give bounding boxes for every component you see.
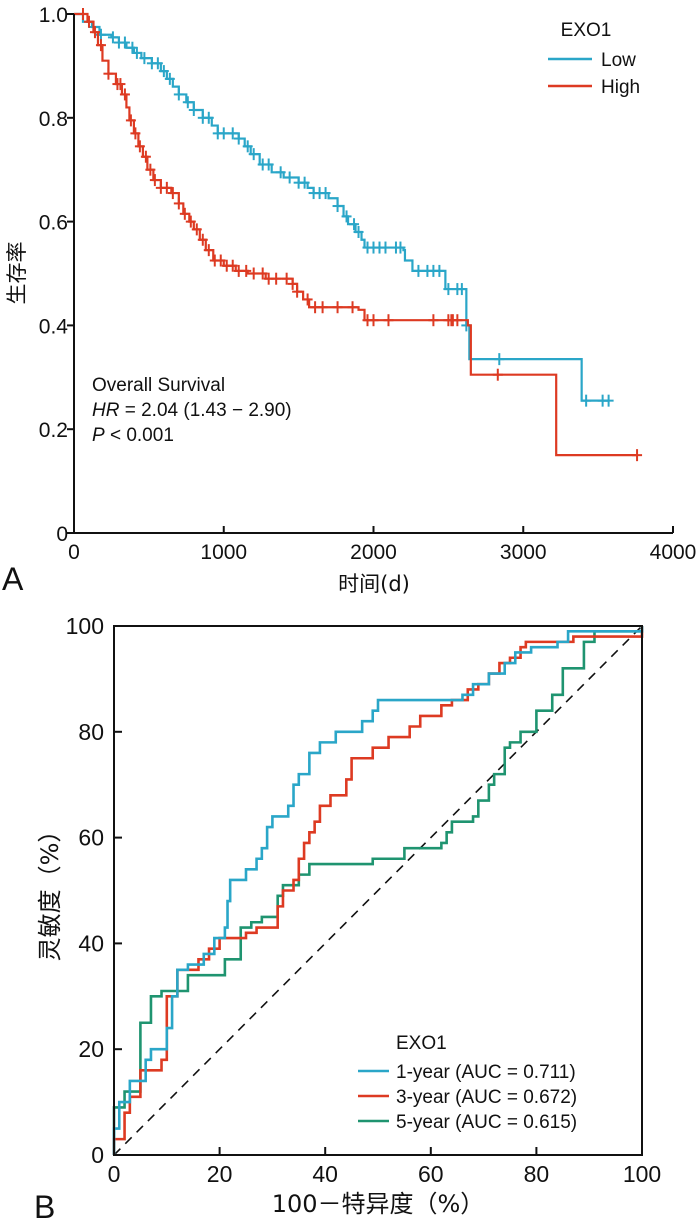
km-y-tick-label: 0.8: [39, 108, 68, 131]
panel-label-a: A: [2, 561, 24, 597]
km-x-tick-label: 4000: [650, 541, 697, 564]
roc-x-tick-label: 60: [418, 1161, 444, 1187]
roc-y-tick-label: 20: [78, 1036, 104, 1062]
km-legend-title: EXO1: [561, 20, 612, 41]
km-x-tick-label: 1000: [200, 541, 247, 564]
roc-y-tick-label: 100: [66, 613, 104, 639]
hr-label: HR: [92, 400, 120, 421]
roc-x-tick-label: 80: [524, 1161, 550, 1187]
roc-x-tick-label: 40: [312, 1161, 338, 1187]
roc-chart: 0 20 40 60 80 100 0 20 40 60 80 100 100－特异度（%） 灵敏度（…: [34, 613, 661, 1221]
roc-legend-label-1year: 1-year (AUC = 0.711): [396, 1062, 576, 1083]
roc-y-tick-label: 80: [78, 719, 104, 745]
roc-reference-diagonal: [113, 625, 643, 1156]
km-annotation-hr: HR = 2.04 (1.43 − 2.90): [92, 400, 292, 421]
km-ticks: 0 1000 2000 3000 4000 0 0.2 0.4 0.6 0.8 1.0: [39, 4, 697, 564]
roc-plot-frame: [113, 625, 643, 1156]
roc-series-group: [112, 626, 644, 1155]
km-legend: EXO1 Low High: [548, 20, 640, 98]
km-x-tick-label: 2000: [350, 541, 397, 564]
roc-ticks: 0 20 40 60 80 100 0 20 40 60 80 100: [66, 613, 662, 1187]
km-curve-low: [74, 12, 609, 402]
km-y-tick-label: 1.0: [39, 4, 68, 27]
roc-curve-5-year: [112, 626, 644, 1155]
km-x-tick-label: 0: [68, 541, 80, 564]
km-x-axis-title: 时间(d): [338, 572, 410, 596]
km-annotation: Overall Survival HR = 2.04 (1.43 − 2.90)…: [92, 375, 292, 446]
hr-value: = 2.04 (1.43 − 2.90): [119, 400, 291, 421]
p-value: < 0.001: [105, 425, 174, 446]
km-legend-label-low: Low: [601, 50, 636, 71]
roc-legend: EXO1 1-year (AUC = 0.711) 3-year (AUC = …: [358, 1033, 577, 1133]
roc-legend-label-3year: 3-year (AUC = 0.672): [396, 1087, 577, 1108]
km-y-tick-label: 0.4: [39, 315, 69, 338]
roc-x-axis-title: 100－特异度（%）: [272, 1190, 485, 1218]
panel-label-b: B: [34, 1189, 55, 1221]
roc-x-tick-label: 100: [623, 1161, 661, 1187]
roc-legend-label-5year: 5-year (AUC = 0.615): [396, 1112, 577, 1133]
km-y-tick-label: 0.2: [39, 419, 68, 442]
km-legend-label-high: High: [601, 77, 640, 98]
km-annotation-title: Overall Survival: [92, 375, 225, 396]
km-y-tick-label: 0.6: [39, 212, 68, 235]
roc-y-tick-label: 0: [91, 1142, 104, 1168]
roc-x-tick-label: 0: [108, 1161, 121, 1187]
roc-legend-title: EXO1: [396, 1033, 447, 1054]
roc-y-tick-label: 60: [78, 825, 104, 851]
km-series-group: [74, 8, 643, 462]
km-annotation-p: P < 0.001: [92, 425, 174, 446]
km-y-tick-label: 0: [56, 523, 68, 546]
roc-y-axis-title: 灵敏度（%）: [36, 819, 64, 962]
p-label: P: [92, 425, 105, 446]
roc-curve-1-year: [112, 626, 644, 1155]
roc-y-tick-label: 40: [78, 930, 104, 956]
roc-x-tick-label: 20: [207, 1161, 233, 1187]
km-x-tick-label: 3000: [500, 541, 547, 564]
km-y-axis-title: 生存率: [5, 242, 29, 305]
